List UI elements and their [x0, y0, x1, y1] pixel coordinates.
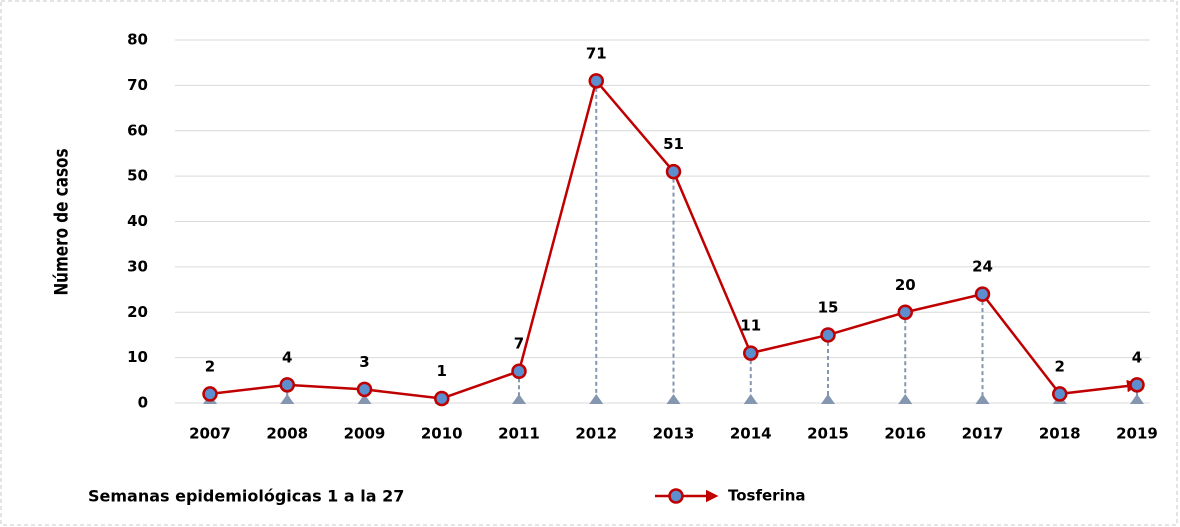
- legend-label: Tosferina: [728, 487, 806, 505]
- y-tick-label: 40: [127, 212, 148, 230]
- marker: [202, 386, 218, 402]
- x-tick-label: 2008: [266, 425, 308, 443]
- y-tick-label: 20: [127, 303, 148, 321]
- base-triangle: [743, 394, 758, 404]
- y-tick-label: 80: [127, 31, 148, 49]
- x-tick-label: 2012: [575, 425, 617, 443]
- x-tick-label: 2019: [1116, 425, 1158, 443]
- base-triangle: [975, 394, 990, 404]
- data-label: 2: [205, 357, 215, 375]
- base-triangle: [512, 394, 526, 404]
- base-triangle: [666, 394, 681, 404]
- y-tick-label: 60: [127, 121, 148, 139]
- data-label: 4: [1132, 348, 1142, 366]
- legend: Tosferina: [655, 487, 806, 505]
- base-triangle: [1130, 394, 1144, 404]
- marker: [897, 304, 913, 320]
- y-tick-label: 70: [127, 76, 148, 94]
- y-tick-label: 30: [127, 257, 148, 275]
- data-label: 51: [663, 135, 684, 153]
- data-label: 2: [1055, 357, 1065, 375]
- data-label: 3: [359, 353, 369, 371]
- marker: [588, 73, 604, 89]
- series-line: [209, 78, 1140, 400]
- x-tick-label: 2016: [884, 425, 926, 443]
- annotation: Semanas epidemiológicas 1 a la 27: [88, 487, 404, 506]
- marker: [434, 390, 450, 407]
- x-tick-label: 2010: [421, 425, 463, 443]
- x-tick-label: 2013: [653, 425, 695, 443]
- y-tick-label: 50: [127, 167, 148, 185]
- y-tick-label: 10: [127, 348, 148, 366]
- data-label: 15: [818, 298, 839, 316]
- y-axis-label: Número de casos: [51, 148, 73, 295]
- y-tick-label: 0: [138, 394, 148, 412]
- data-label: 20: [895, 276, 916, 294]
- base-triangle: [821, 394, 835, 404]
- base-triangle: [589, 394, 604, 404]
- data-label: 24: [972, 258, 993, 276]
- data-label: 4: [282, 348, 292, 366]
- base-triangle: [898, 394, 913, 404]
- base-triangle: [280, 394, 295, 404]
- x-tick-label: 2007: [189, 425, 231, 443]
- marker: [743, 345, 759, 361]
- data-label: 11: [740, 317, 761, 335]
- x-tick-label: 2011: [498, 425, 540, 443]
- marker: [356, 381, 373, 398]
- x-tick-label: 2015: [807, 425, 849, 443]
- x-tick-label: 2009: [344, 425, 386, 443]
- x-tick-label: 2017: [962, 425, 1004, 443]
- marker: [1052, 386, 1068, 402]
- marker: [665, 163, 682, 180]
- marker: [974, 286, 991, 302]
- data-label: 7: [514, 335, 524, 353]
- legend-marker: [668, 488, 684, 504]
- marker: [1129, 377, 1145, 393]
- marker: [820, 327, 836, 343]
- x-tick-label: 2014: [730, 425, 772, 443]
- base-triangle: [357, 394, 372, 404]
- marker: [279, 377, 295, 393]
- data-label: 1: [437, 362, 447, 380]
- data-label: 71: [586, 44, 607, 62]
- x-tick-label: 2018: [1039, 425, 1081, 443]
- marker: [511, 363, 527, 379]
